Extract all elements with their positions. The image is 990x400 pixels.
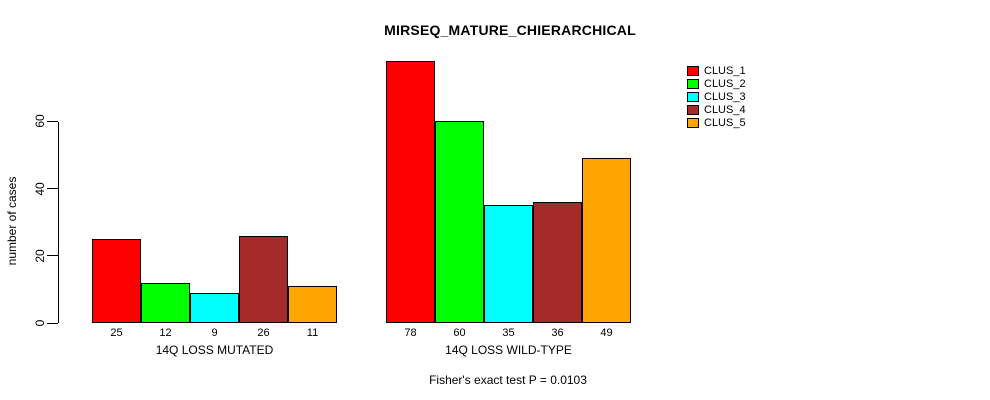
legend-swatch-icon: [687, 117, 699, 128]
legend-label: CLUS_5: [704, 116, 746, 129]
legend-item: CLUS_3: [687, 91, 746, 104]
legend: CLUS_1 CLUS_2 CLUS_3 CLUS_4 CLUS_5: [687, 65, 746, 129]
bar-value-label: 36: [551, 327, 564, 339]
x-group-label: 14Q LOSS WILD-TYPE: [445, 343, 572, 357]
y-tick-label: 0: [33, 319, 47, 327]
bar-clus_1-group1: [92, 239, 141, 323]
y-tick-mark: [47, 188, 58, 190]
legend-label: CLUS_3: [704, 90, 746, 103]
bar-value-label: 35: [502, 327, 515, 339]
legend-swatch-icon: [687, 66, 699, 77]
legend-swatch-icon: [687, 79, 699, 90]
legend-label: CLUS_4: [704, 103, 746, 116]
bar-value-label: 49: [600, 327, 613, 339]
legend-swatch-icon: [687, 91, 699, 102]
bar-clus_4-group2: [533, 202, 582, 323]
bar-value-label: 12: [159, 327, 172, 339]
y-tick-mark: [47, 322, 58, 324]
y-tick-label: 20: [33, 249, 47, 263]
legend-item: CLUS_1: [687, 65, 746, 78]
legend-swatch-icon: [687, 104, 699, 115]
legend-label: CLUS_2: [704, 78, 746, 91]
y-axis-line: [58, 122, 59, 323]
bar-value-label: 25: [110, 327, 123, 339]
bar-value-label: 26: [257, 327, 270, 339]
bar-clus_5-group1: [288, 286, 337, 323]
bar-clus_4-group1: [239, 236, 288, 323]
bar-clus_2-group1: [141, 283, 190, 323]
legend-item: CLUS_5: [687, 116, 746, 129]
y-tick-label: 40: [33, 181, 47, 196]
legend-item: CLUS_4: [687, 103, 746, 116]
bar-value-label: 9: [211, 327, 218, 339]
x-group-label: 14Q LOSS MUTATED: [155, 343, 274, 357]
bar-value-label: 11: [306, 327, 319, 339]
bar-clus_3-group1: [190, 293, 239, 323]
chart-title: MIRSEQ_MATURE_CHIERARCHICAL: [384, 22, 636, 38]
legend-label: CLUS_1: [704, 65, 746, 78]
bar-clus_1-group2: [386, 61, 435, 323]
y-tick-label: 60: [33, 114, 47, 129]
legend-item: CLUS_2: [687, 78, 746, 91]
bar-clus_5-group2: [582, 158, 631, 323]
y-axis-label: number of cases: [5, 176, 19, 266]
y-tick-mark: [47, 255, 58, 257]
y-tick-mark: [47, 120, 58, 122]
bar-clus_3-group2: [484, 205, 533, 323]
bar-value-label: 78: [404, 327, 417, 339]
footnote-fisher-test: Fisher's exact test P = 0.0103: [429, 373, 587, 387]
bar-value-label: 60: [453, 327, 466, 339]
bar-clus_2-group2: [435, 121, 484, 323]
